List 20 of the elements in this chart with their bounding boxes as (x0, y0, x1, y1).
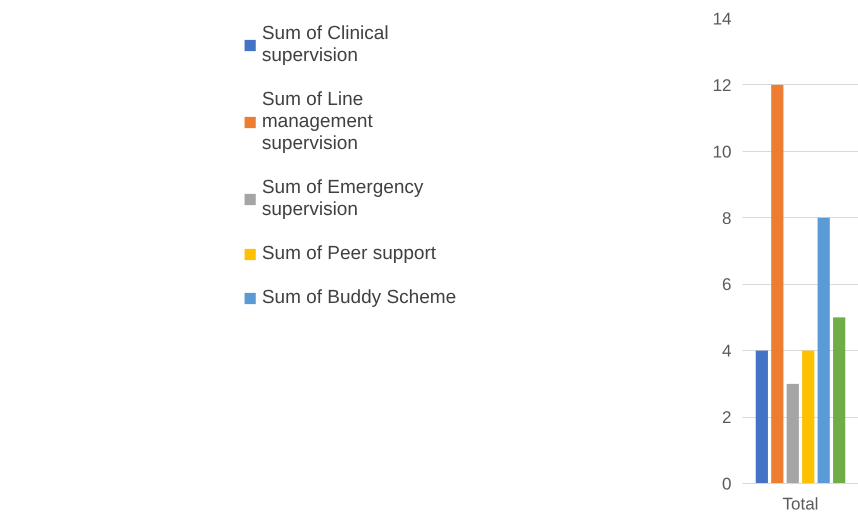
bar (756, 350, 768, 484)
bar (833, 317, 846, 484)
bar (786, 384, 799, 484)
x-tick-label: Total (782, 494, 818, 514)
y-tick-label: 8 (722, 208, 732, 228)
y-tick-label: 0 (722, 474, 732, 494)
y-tick-label: 10 (712, 142, 732, 162)
bar (771, 84, 784, 484)
legend-label: Sum of Emergency supervision (262, 177, 424, 221)
bar (818, 218, 830, 484)
bar (802, 350, 814, 484)
y-tick-label: 6 (722, 275, 732, 294)
legend-label: Sum of Buddy Scheme (262, 287, 456, 309)
y-tick-label: 2 (722, 408, 732, 428)
legend-label: Sum of Line management supervision (262, 89, 373, 155)
legend-label: Sum of Peer support (262, 243, 436, 265)
y-tick-label: 4 (722, 342, 732, 361)
legend-label: Sum of Clinical supervision (262, 23, 389, 67)
y-tick-label: 12 (712, 76, 732, 95)
y-tick-label: 14 (712, 10, 732, 28)
